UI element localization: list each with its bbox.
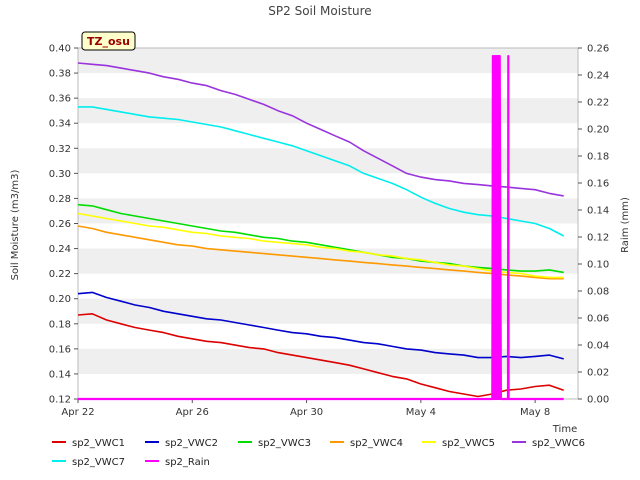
y2-tick-label: 0.04 — [587, 341, 609, 352]
y2-tick-label: 0.10 — [587, 260, 609, 271]
series-lines — [77, 54, 565, 401]
y-tick-label: 0.14 — [49, 369, 71, 380]
y-tick-label: 0.12 — [49, 395, 71, 406]
y2-tick-label: 0.06 — [587, 314, 609, 325]
y-tick-label: 0.32 — [49, 144, 71, 155]
series-line-sp2_VWC7 — [78, 106, 565, 237]
x-tick-label: Apr 30 — [290, 407, 323, 418]
legend-label: sp2_VWC4 — [350, 438, 403, 449]
grid-band — [78, 148, 578, 174]
y-tick-label: 0.20 — [49, 294, 71, 305]
y2-tick-label: 0.14 — [587, 206, 609, 217]
legend-label: sp2_VWC1 — [72, 438, 125, 449]
y2-tick-label: 0.08 — [587, 287, 609, 298]
x-axis: Apr 22 Apr 26 Apr 30 May 4 May 8 — [61, 399, 550, 418]
y-tick-label: 0.18 — [49, 319, 71, 330]
x-tick-label: Apr 22 — [61, 407, 94, 418]
legend-label: sp2_VWC3 — [258, 438, 311, 449]
legend: sp2_VWC1 sp2_VWC2 sp2_VWC3 sp2_VWC4 sp2_VWC5… — [52, 438, 585, 468]
x-axis-title: Time — [552, 424, 577, 435]
x-tick-label: May 8 — [520, 407, 550, 418]
grid-bands — [78, 48, 578, 374]
legend-label: sp2_Rain — [165, 457, 210, 468]
y-axis-title: Soil Moisture (m3/m3) — [10, 170, 21, 281]
y-tick-label: 0.22 — [49, 269, 71, 280]
x-tick-label: May 4 — [406, 407, 436, 418]
y-tick-label: 0.26 — [49, 219, 71, 230]
y-tick-label: 0.16 — [49, 344, 71, 355]
y2-tick-label: 0.00 — [587, 395, 609, 406]
y-tick-label: 0.36 — [49, 94, 71, 105]
y2-tick-label: 0.02 — [587, 368, 609, 379]
badge-box — [81, 31, 136, 51]
legend-label: sp2_VWC6 — [532, 438, 585, 449]
legend-label: sp2_VWC7 — [72, 457, 125, 468]
chart-title: SP2 Soil Moisture — [268, 4, 371, 18]
y-tick-label: 0.30 — [49, 169, 71, 180]
series-line-sp2_VWC6 — [77, 62, 564, 197]
grid-band — [78, 48, 578, 74]
y-tick-label: 0.28 — [49, 194, 71, 205]
y2-tick-label: 0.26 — [587, 44, 609, 55]
y2-tick-label: 0.18 — [587, 152, 609, 163]
series-line-sp2_VWC5 — [77, 212, 564, 279]
series-line-sp2_VWC1 — [77, 312, 564, 398]
y-tick-label: 0.34 — [49, 119, 71, 130]
site-badge: TZ_osu — [81, 31, 136, 51]
y2-tick-label: 0.22 — [587, 98, 609, 109]
y-tick-label: 0.38 — [49, 69, 71, 80]
y-tick-label: 0.40 — [49, 44, 71, 55]
badge-label: TZ_osu — [87, 35, 130, 48]
y2-axis-title: Raim (mm) — [620, 197, 631, 253]
grid-band — [78, 98, 578, 124]
x-tick-label: Apr 26 — [176, 407, 209, 418]
y2-tick-label: 0.12 — [587, 233, 609, 244]
legend-label: sp2_VWC5 — [442, 438, 495, 449]
series-line-sp2_Rain — [78, 54, 564, 401]
y-tick-label: 0.24 — [49, 244, 71, 255]
y-axis-left: 0.12 0.14 0.16 0.18 0.20 0.22 0.24 0.26 0.28 0.30… — [49, 44, 78, 406]
y-axis-right: 0.00 0.02 0.04 0.06 0.08 0.10 0.12 0.14 0.16 0.18… — [578, 44, 609, 406]
series-line-sp2_VWC4 — [77, 225, 564, 280]
series-line-sp2_VWC2 — [77, 291, 564, 360]
legend-label: sp2_VWC2 — [165, 438, 218, 449]
y2-tick-label: 0.24 — [587, 71, 609, 82]
y2-tick-label: 0.16 — [587, 179, 609, 190]
y2-tick-label: 0.20 — [587, 125, 609, 136]
grid-band — [78, 298, 578, 324]
series-line-sp2_VWC3 — [77, 203, 564, 274]
